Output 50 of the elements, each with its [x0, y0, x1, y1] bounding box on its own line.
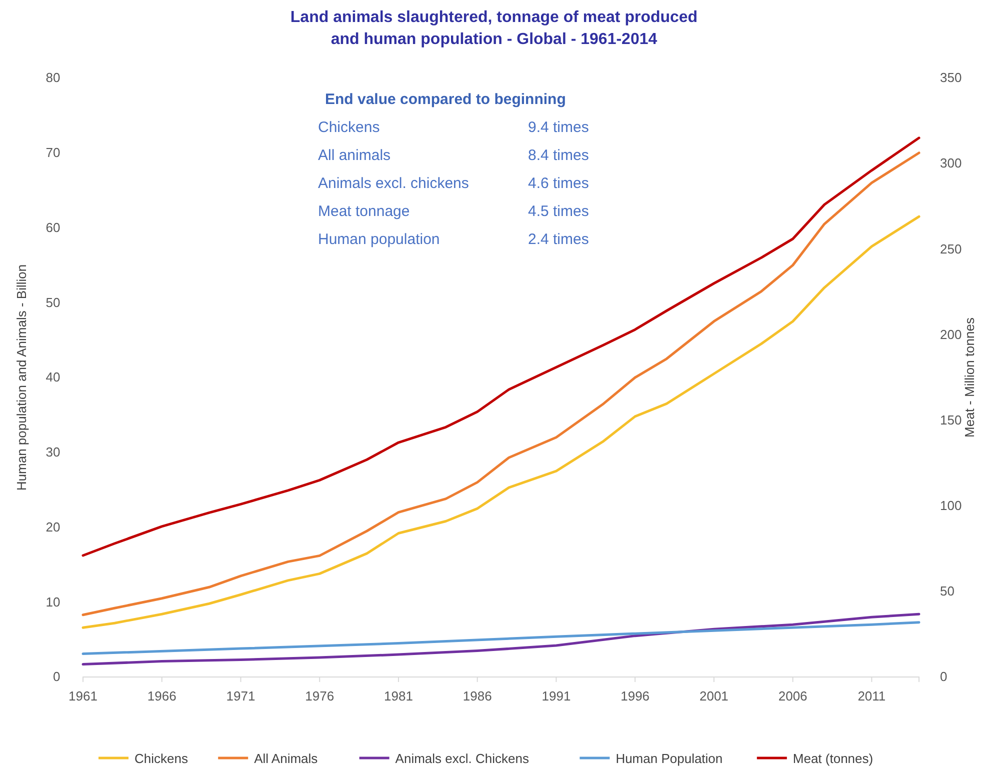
y2-tick-label: 100	[940, 498, 962, 514]
x-tick-label: 2001	[699, 688, 728, 704]
y-tick-label: 80	[46, 70, 60, 86]
annotation: 2.4 times	[528, 231, 589, 248]
annotation: 4.6 times	[528, 175, 589, 192]
y-tick-label: 30	[46, 444, 60, 460]
y-tick-label: 40	[46, 370, 60, 385]
x-tick-label: 1996	[620, 688, 650, 704]
annotation: Animals excl. chickens	[318, 175, 469, 192]
y2-tick-label: 50	[940, 584, 954, 599]
y-tick-label: 0	[52, 669, 60, 684]
annotation: Meat tonnage	[318, 203, 410, 220]
x-tick-label: 2011	[858, 688, 886, 704]
x-tick-label: 2006	[778, 688, 808, 704]
y2-tick-label: 250	[940, 241, 962, 256]
line-series	[82, 621, 920, 656]
y-tick-label: 10	[46, 594, 60, 610]
y-tick-label: 20	[46, 519, 60, 534]
y-axis-title: Human population and Animals - Billion	[14, 264, 29, 491]
legend-label: Meat (tonnes)	[792, 751, 874, 766]
annotation: End value compared to beginning	[325, 91, 566, 108]
annotation: Chickens	[318, 119, 380, 136]
x-tick-label: 1981	[384, 688, 413, 704]
y2-tick-label: 0	[940, 669, 948, 684]
y2-tick-label: 150	[940, 412, 962, 428]
y-tick-label: 60	[46, 220, 60, 235]
y-tick-label: 70	[46, 145, 60, 160]
annotation: All animals	[318, 147, 391, 164]
x-tick-label: 1986	[462, 688, 492, 704]
legend-label: Animals excl. Chickens	[395, 751, 530, 766]
annotation: 4.5 times	[528, 203, 589, 220]
annotation: 9.4 times	[528, 119, 589, 136]
y2-tick-label: 300	[940, 156, 962, 171]
x-tick-label: 1971	[226, 688, 256, 704]
y2-tick-label: 200	[940, 326, 962, 342]
y-tick-label: 50	[46, 294, 60, 310]
annotation: Human population	[318, 231, 440, 248]
y2-axis-title: Meat - Million tonnes	[962, 317, 977, 438]
x-tick-label: 1976	[305, 688, 334, 704]
line-series	[82, 136, 920, 557]
x-tick-label: 1991	[542, 688, 571, 704]
chart-title: Land animals slaughtered, tonnage of meat produced and human population - Global - 1961-2014	[290, 9, 698, 48]
legend-label: Human Population	[616, 751, 723, 766]
x-tick-label: 1961	[68, 688, 98, 704]
line-series	[82, 612, 920, 666]
legend-label: All Animals	[254, 751, 318, 766]
annotation: 8.4 times	[528, 147, 589, 164]
legend-label: Chickens	[134, 751, 188, 766]
y2-tick-label: 350	[940, 70, 962, 86]
x-tick-label: 1966	[147, 688, 176, 704]
